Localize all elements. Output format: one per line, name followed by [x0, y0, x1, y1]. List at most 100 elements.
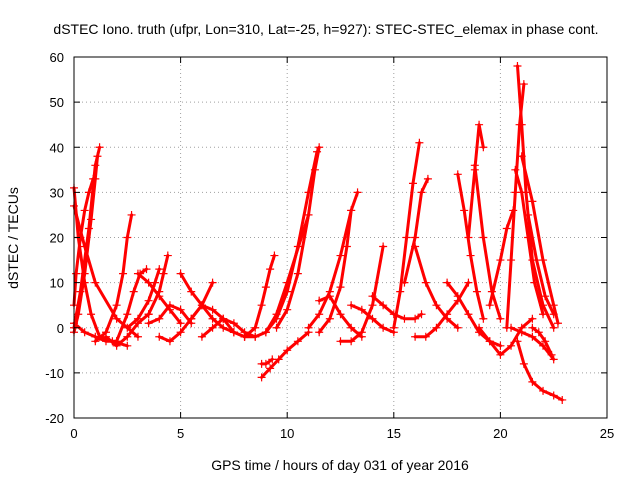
data-point — [530, 278, 539, 287]
data-point — [541, 292, 550, 301]
data-point — [379, 242, 388, 251]
data-point — [89, 174, 98, 183]
data-point — [155, 265, 164, 274]
series-layer — [70, 62, 567, 404]
series-line — [530, 326, 554, 357]
data-point — [101, 332, 110, 341]
data-point — [219, 323, 228, 332]
series-line — [339, 245, 385, 343]
data-point — [112, 314, 121, 323]
y-tick-label: -10 — [45, 366, 64, 381]
data-point — [176, 328, 185, 337]
data-point — [423, 174, 432, 183]
data-point — [347, 337, 356, 346]
data-point — [325, 292, 334, 301]
tick-layer: 0 5 10 15 20 25 -20 -10 0 10 20 30 40 50 60 — [45, 50, 614, 441]
data-point — [357, 305, 366, 314]
data-point — [261, 283, 270, 292]
series-23 — [261, 147, 322, 337]
data-point — [342, 242, 351, 251]
series-line — [488, 208, 515, 307]
data-point — [336, 310, 345, 319]
data-point — [123, 341, 132, 350]
data-point — [541, 337, 550, 346]
data-point — [400, 278, 409, 287]
x-axis-label: GPS time / hours of day 031 of year 2016 — [211, 457, 469, 473]
x-tick-label: 0 — [70, 426, 77, 441]
data-point — [336, 251, 345, 260]
series-line — [477, 317, 534, 357]
data-point — [517, 152, 526, 161]
data-point — [539, 310, 548, 319]
data-point — [336, 337, 345, 346]
series-line — [243, 254, 276, 339]
data-point — [479, 314, 488, 323]
data-point — [347, 323, 356, 332]
data-point — [144, 278, 153, 287]
series-8 — [101, 310, 153, 350]
data-point — [357, 328, 366, 337]
x-tick-label: 25 — [600, 426, 614, 441]
data-point — [417, 188, 426, 197]
data-point — [95, 143, 104, 152]
data-point — [165, 337, 174, 346]
data-point — [396, 287, 405, 296]
data-point — [127, 210, 136, 219]
data-point — [133, 332, 142, 341]
data-point — [532, 256, 541, 265]
y-axis-label: dSTEC / TECUs — [5, 187, 21, 289]
data-point — [257, 301, 266, 310]
data-point — [479, 143, 488, 152]
data-point — [517, 188, 526, 197]
data-point — [549, 310, 558, 319]
data-point — [315, 310, 324, 319]
series-31 — [400, 174, 432, 287]
data-point — [470, 161, 479, 170]
data-point — [91, 337, 100, 346]
series-13 — [144, 301, 196, 328]
data-point — [261, 359, 270, 368]
data-point — [421, 278, 430, 287]
data-point — [123, 323, 132, 332]
data-point — [133, 269, 142, 278]
data-point — [453, 170, 462, 179]
data-point — [347, 206, 356, 215]
data-point — [80, 328, 89, 337]
data-point — [411, 233, 420, 242]
data-point — [528, 377, 537, 386]
series-line — [93, 213, 134, 343]
data-point — [208, 323, 217, 332]
data-point — [507, 323, 516, 332]
data-point — [524, 233, 533, 242]
data-point — [511, 165, 520, 174]
data-point — [485, 301, 494, 310]
series-line — [157, 281, 215, 343]
series-27 — [336, 242, 388, 346]
data-point — [475, 323, 484, 332]
data-point — [87, 215, 96, 224]
series-line — [275, 145, 321, 330]
data-point — [315, 143, 324, 152]
data-point — [443, 278, 452, 287]
data-point — [87, 310, 96, 319]
data-point — [123, 332, 132, 341]
data-point — [266, 364, 275, 373]
data-point — [466, 251, 475, 260]
y-tick-label: 40 — [50, 140, 64, 155]
data-point — [464, 278, 473, 287]
data-point — [74, 310, 83, 319]
data-point — [304, 323, 313, 332]
data-point — [549, 323, 558, 332]
data-point — [142, 265, 151, 274]
data-point — [379, 323, 388, 332]
series-12 — [144, 251, 172, 319]
data-point — [421, 332, 430, 341]
data-point — [91, 278, 100, 287]
data-point — [293, 269, 302, 278]
data-point — [80, 242, 89, 251]
data-point — [93, 152, 102, 161]
data-point — [123, 233, 132, 242]
data-point — [368, 292, 377, 301]
data-point — [133, 314, 142, 323]
data-point — [347, 301, 356, 310]
